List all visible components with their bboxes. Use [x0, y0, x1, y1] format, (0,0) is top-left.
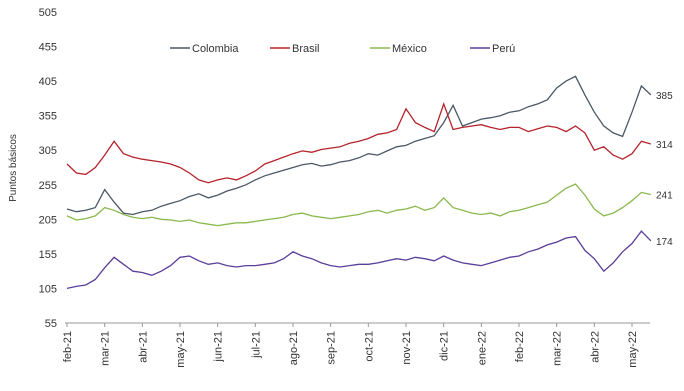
y-tick-label: 105 [39, 283, 57, 295]
x-tick-label: ago-21 [288, 331, 300, 365]
x-tick-label: abr-22 [589, 331, 601, 363]
x-tick-label: sep-21 [326, 331, 338, 365]
y-tick-label: 55 [45, 318, 57, 330]
legend-label: México [392, 43, 427, 55]
x-tick-label: jul-21 [250, 331, 262, 359]
end-label: 385 [656, 91, 673, 102]
y-tick-label: 255 [39, 180, 57, 192]
series-line [66, 230, 652, 290]
end-label: 241 [656, 190, 673, 201]
y-tick-label: 355 [39, 111, 57, 123]
legend-label: Perú [492, 43, 515, 55]
x-tick-label: mar-22 [552, 331, 564, 366]
y-axis-label: Puntos básicos [8, 134, 19, 202]
y-tick-label: 505 [39, 7, 57, 19]
x-tick-label: may-21 [175, 331, 187, 368]
legend-label: Brasil [292, 43, 320, 55]
x-tick-label: feb-22 [514, 331, 526, 362]
x-tick-label: abr-21 [137, 331, 149, 363]
y-tick-label: 205 [39, 214, 57, 226]
x-tick-label: mar-21 [100, 331, 112, 366]
legend-label: Colombia [192, 43, 239, 55]
x-tick-label: jun-21 [213, 331, 225, 363]
end-label: 174 [656, 237, 673, 248]
x-tick-label: ene-22 [476, 331, 488, 365]
end-label: 314 [656, 140, 673, 151]
x-tick-label: nov-21 [401, 331, 413, 365]
series-line [66, 183, 651, 227]
y-tick-label: 405 [39, 76, 57, 88]
x-tick-label: oct-21 [363, 331, 375, 362]
x-tick-label: feb-21 [62, 331, 74, 362]
series-line [66, 75, 652, 216]
y-tick-label: 455 [39, 42, 57, 54]
series-line [66, 101, 651, 184]
x-tick-label: may-22 [627, 331, 639, 368]
y-tick-label: 155 [39, 249, 57, 261]
x-tick-label: dic-21 [439, 331, 451, 361]
y-tick-label: 305 [39, 145, 57, 157]
